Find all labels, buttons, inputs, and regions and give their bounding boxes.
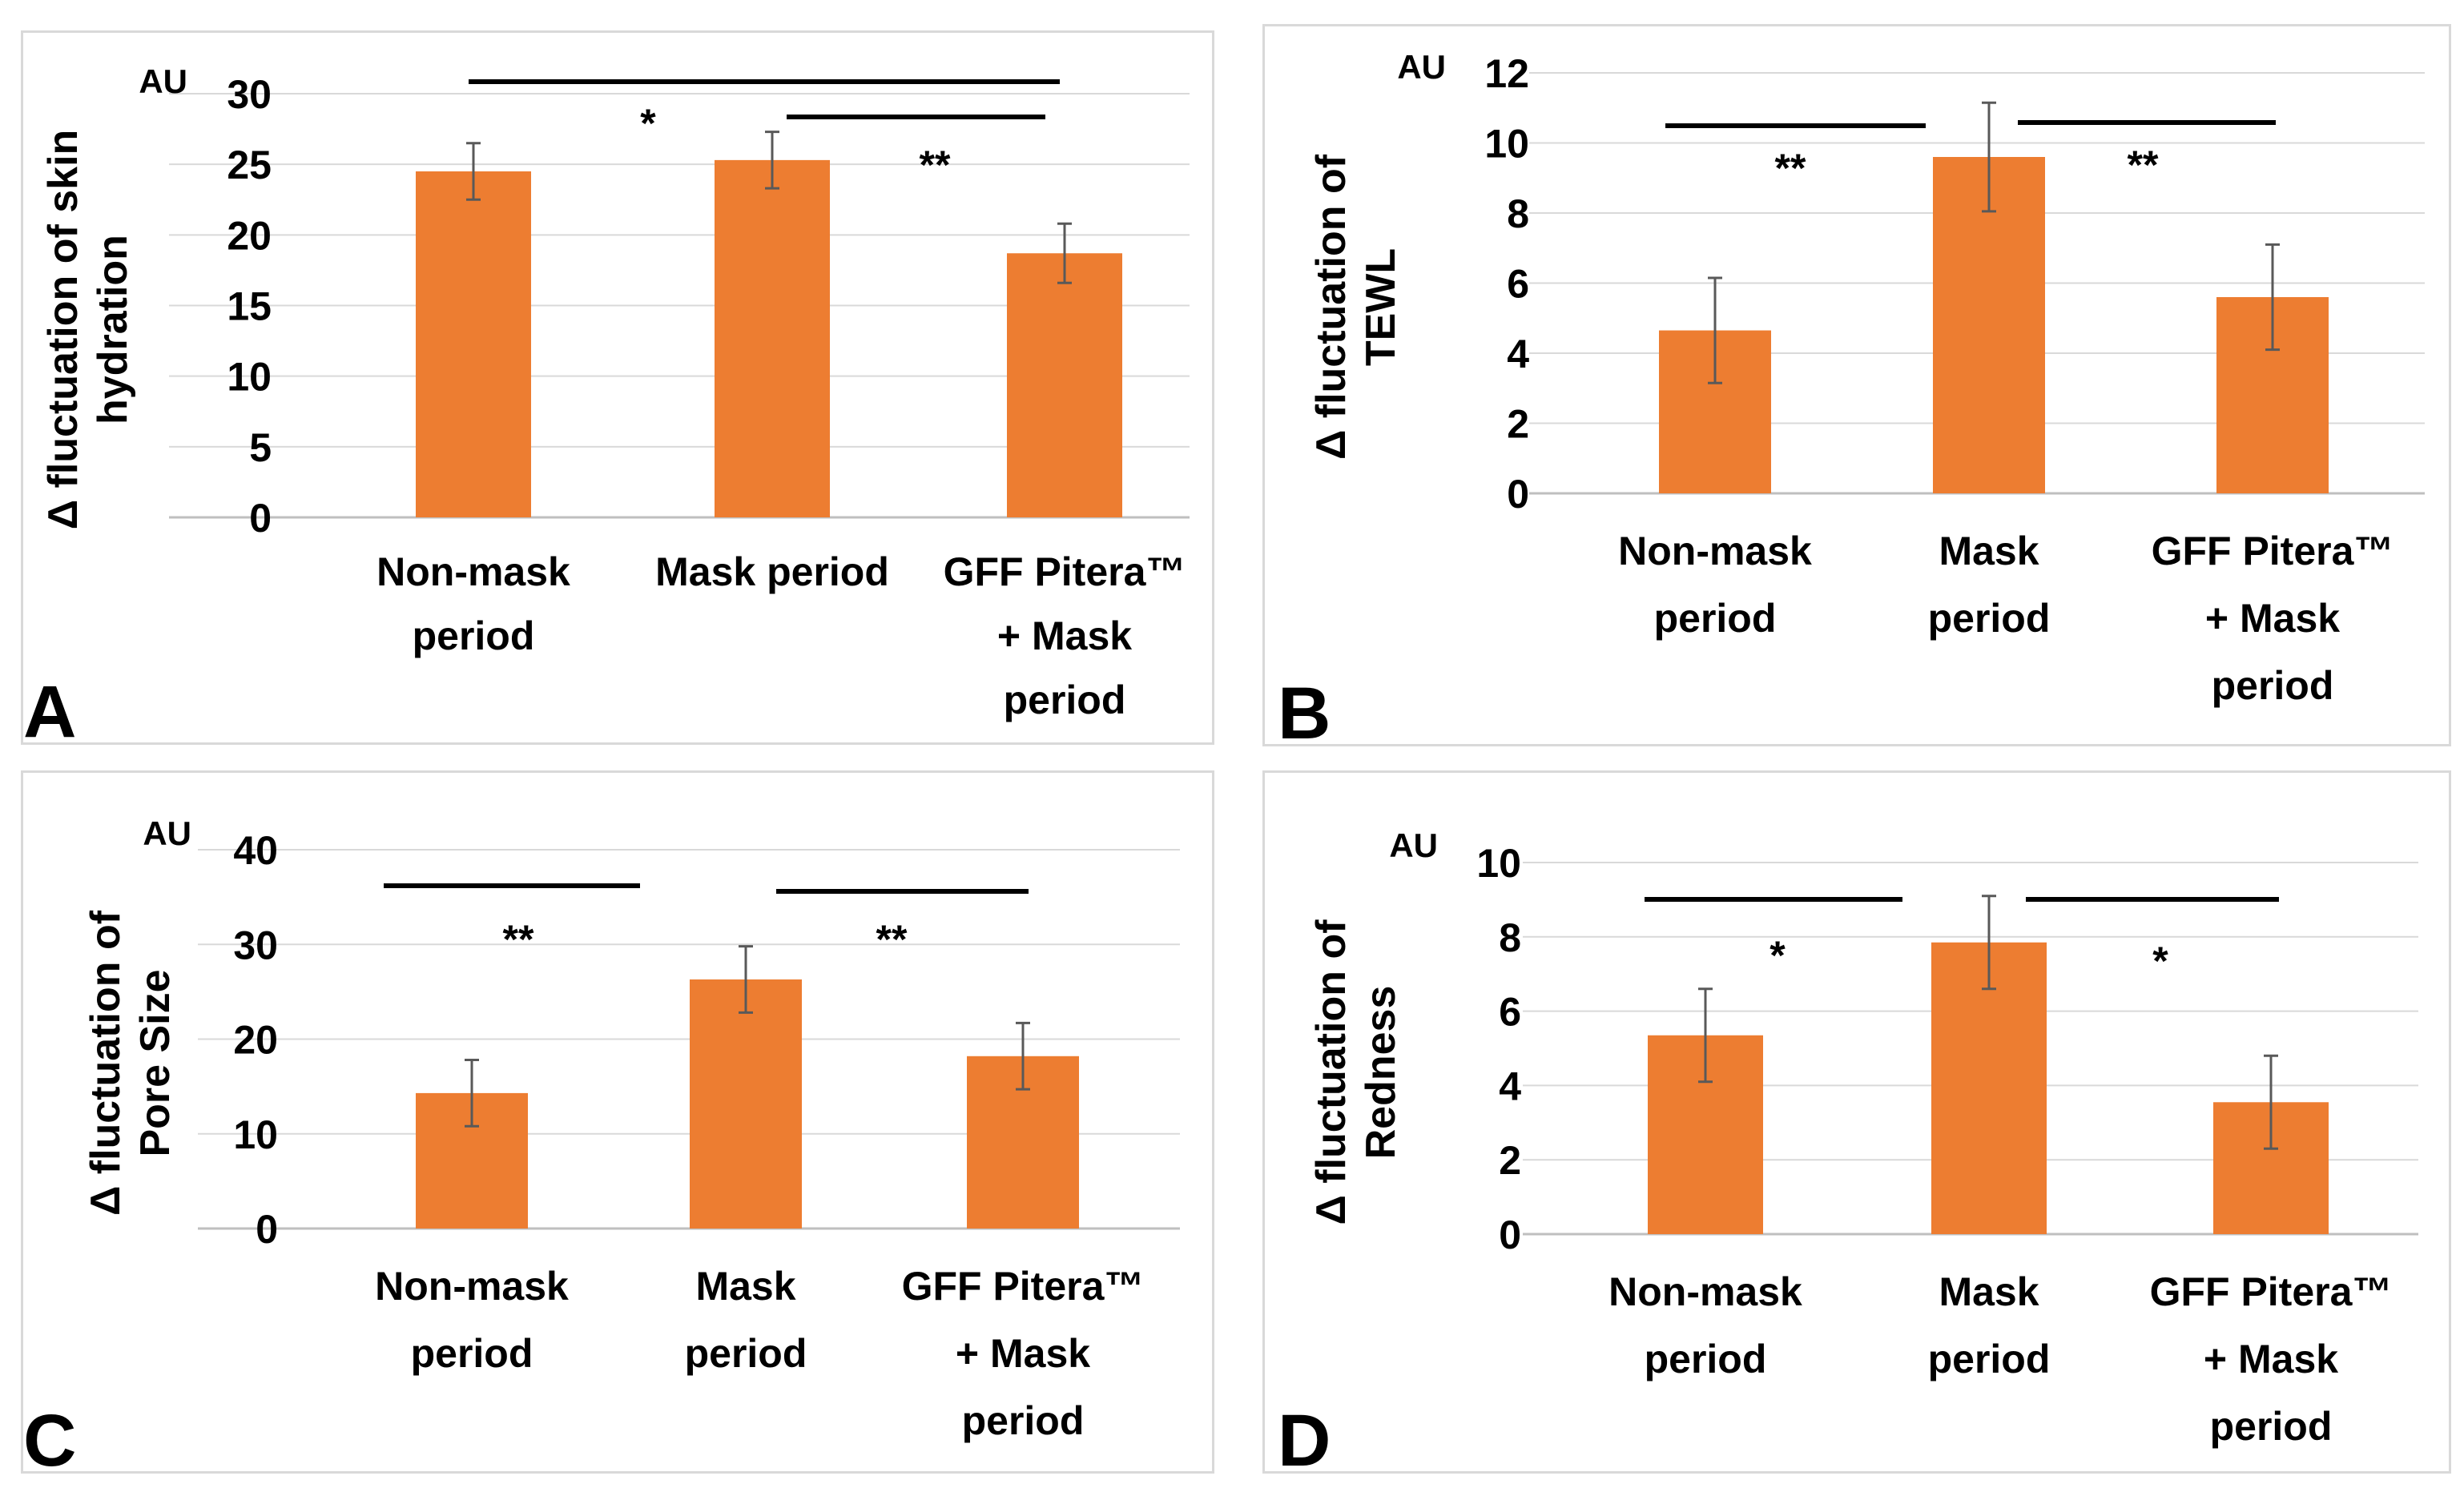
category-label: period <box>2210 1404 2333 1449</box>
y-axis-label: Δ fluctuation ofTEWL <box>1308 154 1404 460</box>
category-label: period <box>1654 596 1777 641</box>
significance-label: * <box>1769 933 1786 978</box>
y-tick-label: 10 <box>227 355 272 400</box>
y-tick-label: 10 <box>1484 122 1529 167</box>
y-tick-label: 0 <box>249 496 272 541</box>
y-tick-label: 2 <box>1507 402 1529 447</box>
category-label: period <box>1645 1337 1767 1381</box>
y-tick-label: 12 <box>1484 51 1529 96</box>
category-label: + Mask <box>956 1331 1090 1376</box>
category-label: Non-mask <box>1608 1269 1802 1314</box>
y-tick-label: 6 <box>1499 990 1521 1035</box>
category-label: GFF Pitera™ <box>944 549 1186 594</box>
bar-chart-svg: 0 2 4 6 8 10 12 AU Δ fluctuation ofTEWL Non-mask p… <box>1308 48 2425 708</box>
y-axis-label-line: Δ fluctuation of <box>1308 154 1355 460</box>
category-label: GFF Pitera™ <box>2150 1269 2393 1314</box>
significance-label: ** <box>1775 146 1806 191</box>
y-tick-label: 0 <box>1499 1213 1521 1257</box>
y-axis-label: Δ fluctuation ofPore Size <box>83 910 179 1216</box>
y-tick-label: 4 <box>1507 332 1529 376</box>
y-tick-label: 20 <box>233 1018 278 1063</box>
category-label: + Mask <box>2204 1337 2338 1381</box>
y-axis-label-line: Δ fluctuation of skin <box>40 130 87 530</box>
bar-chart-svg: 0 10 20 30 40 AU Δ fluctuation ofPore Size Non-… <box>83 814 1180 1443</box>
significance-label: * <box>640 101 656 146</box>
bar <box>1931 942 2047 1234</box>
category-label: Mask <box>1939 529 2039 573</box>
category-label: Mask period <box>655 549 889 594</box>
panel-letter: C <box>23 1400 77 1482</box>
category-label: period <box>1928 596 2051 641</box>
category-label: Non-mask <box>376 549 570 594</box>
y-axis-label-line: Δ fluctuation of <box>1308 919 1355 1225</box>
y-tick-label: 8 <box>1499 915 1521 960</box>
y-axis-label: Δ fluctuation ofRedness <box>1308 919 1404 1225</box>
significance-label: ** <box>503 917 534 962</box>
panel-letter: D <box>1278 1400 1331 1482</box>
panel-letter: B <box>1278 673 1331 754</box>
significance-label: * <box>2152 939 2168 983</box>
bar <box>1933 157 2045 493</box>
y-axis-label: Δ fluctuation of skinhydration <box>40 130 136 530</box>
bar <box>416 171 531 517</box>
y-tick-label: 30 <box>227 72 272 117</box>
category-label: Mask <box>695 1264 795 1309</box>
category-label: period <box>413 613 535 658</box>
y-tick-label: 0 <box>256 1207 278 1252</box>
category-label: Non-mask <box>375 1264 569 1309</box>
category-label: + Mask <box>2205 596 2340 641</box>
unit-label: AU <box>143 814 191 852</box>
y-axis-label-line: TEWL <box>1358 248 1404 366</box>
y-tick-label: 30 <box>233 923 278 967</box>
bar <box>690 979 802 1229</box>
chart-panel-d: 0 2 4 6 8 10 AU Δ fluctuation ofRedness Non-mask… <box>1262 770 2451 1478</box>
significance-label: ** <box>920 143 951 187</box>
y-tick-label: 2 <box>1499 1138 1521 1183</box>
panel-letter: A <box>23 671 77 753</box>
y-tick-label: 40 <box>233 828 278 873</box>
y-tick-label: 10 <box>233 1112 278 1157</box>
y-tick-label: 15 <box>227 284 272 329</box>
y-axis-label-line: Δ fluctuation of <box>83 910 129 1216</box>
bar <box>715 159 830 518</box>
category-label: period <box>2212 663 2334 708</box>
category-label: period <box>1004 678 1126 722</box>
category-label: Non-mask <box>1618 529 1812 573</box>
category-label: period <box>962 1398 1085 1443</box>
category-label: period <box>1928 1337 2051 1381</box>
y-tick-label: 20 <box>227 213 272 258</box>
category-label: Mask <box>1939 1269 2039 1314</box>
y-tick-label: 5 <box>249 425 272 470</box>
y-tick-label: 8 <box>1507 191 1529 236</box>
y-tick-label: 4 <box>1499 1064 1521 1108</box>
y-axis-label-line: Redness <box>1358 986 1404 1160</box>
unit-label: AU <box>1389 826 1438 864</box>
y-tick-label: 10 <box>1476 841 1521 886</box>
unit-label: AU <box>139 62 187 100</box>
chart-panel-c: 0 10 20 30 40 AU Δ fluctuation ofPore Size Non-… <box>21 770 1214 1478</box>
bar <box>1007 253 1122 517</box>
category-label: + Mask <box>997 613 1132 658</box>
category-label: GFF Pitera™ <box>902 1264 1145 1309</box>
y-tick-label: 25 <box>227 143 272 187</box>
significance-label: ** <box>2128 143 2159 187</box>
unit-label: AU <box>1397 48 1446 86</box>
category-label: GFF Pitera™ <box>2152 529 2394 573</box>
category-label: period <box>411 1331 533 1376</box>
bar-chart-svg: 0 2 4 6 8 10 AU Δ fluctuation ofRedness Non-mask… <box>1308 826 2418 1449</box>
y-tick-label: 6 <box>1507 262 1529 307</box>
significance-label: ** <box>876 917 908 962</box>
chart-panel-b: 0 2 4 6 8 10 12 AU Δ fluctuation ofTEWL Non-mask p… <box>1262 24 2451 750</box>
chart-panel-a: 0 5 10 15 20 25 30 AU Δ fluctuation of skinhydra… <box>21 30 1214 749</box>
y-axis-label-line: hydration <box>90 235 136 424</box>
category-label: period <box>685 1331 807 1376</box>
y-tick-label: 0 <box>1507 472 1529 517</box>
y-axis-label-line: Pore Size <box>132 969 179 1156</box>
